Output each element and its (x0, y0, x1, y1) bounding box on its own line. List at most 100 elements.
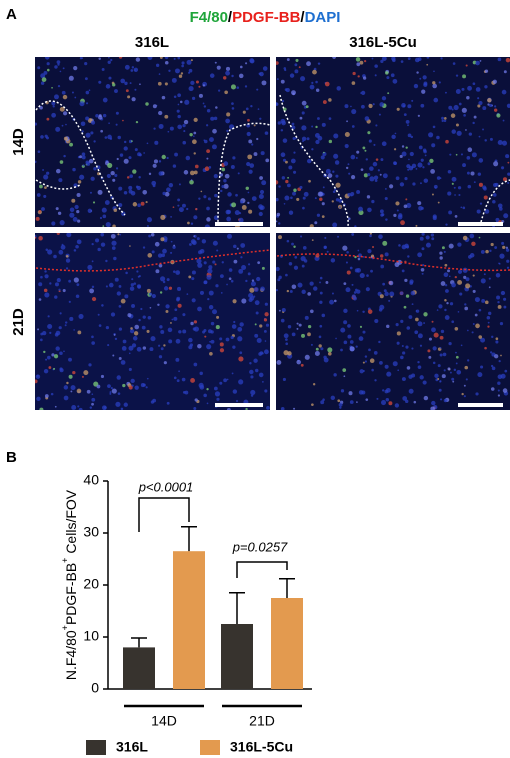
cell (321, 215, 325, 219)
cell (417, 365, 422, 369)
cell (107, 60, 111, 64)
cell (445, 139, 449, 144)
cell (392, 361, 398, 367)
cell (193, 131, 197, 135)
cell (42, 331, 47, 336)
cell (37, 150, 41, 153)
cell (309, 224, 314, 227)
cell (335, 337, 337, 340)
cell (379, 102, 385, 107)
cell (237, 326, 243, 332)
cell (422, 166, 425, 169)
cell (166, 278, 170, 282)
cell (118, 285, 122, 288)
cell (381, 213, 385, 217)
cell (57, 63, 60, 66)
cell (108, 57, 110, 59)
cell (173, 376, 177, 380)
cell (398, 244, 401, 247)
cell (226, 283, 228, 286)
cell (177, 57, 181, 60)
cell (203, 393, 207, 398)
cell (467, 184, 472, 189)
cell (142, 346, 147, 350)
cell (488, 277, 491, 280)
boundary (276, 253, 510, 272)
cell (189, 170, 195, 176)
micrograph (35, 233, 270, 410)
cell (167, 327, 173, 333)
cell (455, 362, 458, 365)
cell (492, 79, 497, 84)
cell (259, 176, 263, 180)
cell (110, 386, 113, 390)
cell (276, 288, 279, 292)
cell (471, 331, 474, 334)
cell (484, 300, 489, 305)
cell (216, 315, 220, 319)
cell (115, 123, 118, 126)
cell (444, 284, 448, 287)
cell (100, 374, 105, 379)
cell (323, 357, 329, 363)
cell (424, 154, 427, 157)
cell (147, 225, 149, 227)
cell (89, 406, 93, 409)
cell (69, 316, 74, 322)
cell (231, 102, 234, 105)
cell (51, 101, 56, 106)
cell (343, 320, 348, 325)
cell (40, 338, 43, 342)
cell (212, 240, 218, 246)
cell (176, 296, 181, 301)
cell (198, 93, 203, 98)
cell (165, 304, 170, 309)
cell (488, 311, 492, 315)
cell (175, 338, 181, 344)
cell (375, 158, 379, 161)
boundary (217, 122, 271, 227)
cell (444, 263, 448, 267)
cell (91, 120, 96, 125)
cell (80, 121, 86, 127)
cell (346, 270, 351, 275)
cell (88, 89, 91, 92)
cell (194, 164, 199, 169)
cell (384, 364, 389, 369)
cell (409, 151, 414, 157)
cell (168, 286, 173, 290)
cell (494, 182, 499, 187)
cell (322, 398, 325, 401)
cell (493, 161, 499, 167)
cell (325, 280, 329, 284)
cell (193, 215, 198, 220)
cell (417, 162, 423, 168)
cell (137, 275, 140, 278)
cell (167, 130, 170, 133)
cell (399, 154, 403, 159)
cell (133, 282, 137, 285)
cell (350, 105, 352, 108)
cell (381, 96, 387, 101)
cell (346, 250, 349, 254)
cell (497, 394, 501, 397)
cell (314, 351, 320, 356)
cell (482, 106, 487, 111)
cell (213, 386, 218, 391)
cell (454, 215, 458, 218)
cell (102, 405, 107, 410)
cell (194, 398, 198, 402)
cell (253, 124, 256, 127)
cell (260, 151, 265, 156)
cell (276, 212, 281, 217)
cell (484, 209, 490, 214)
cell (361, 90, 366, 95)
cell (70, 390, 73, 393)
cell (359, 325, 363, 328)
cell (312, 383, 316, 386)
stain-part: DAPI (305, 9, 341, 26)
cell (62, 289, 66, 293)
cell (502, 177, 508, 182)
cell (215, 106, 218, 109)
cell (249, 163, 255, 168)
